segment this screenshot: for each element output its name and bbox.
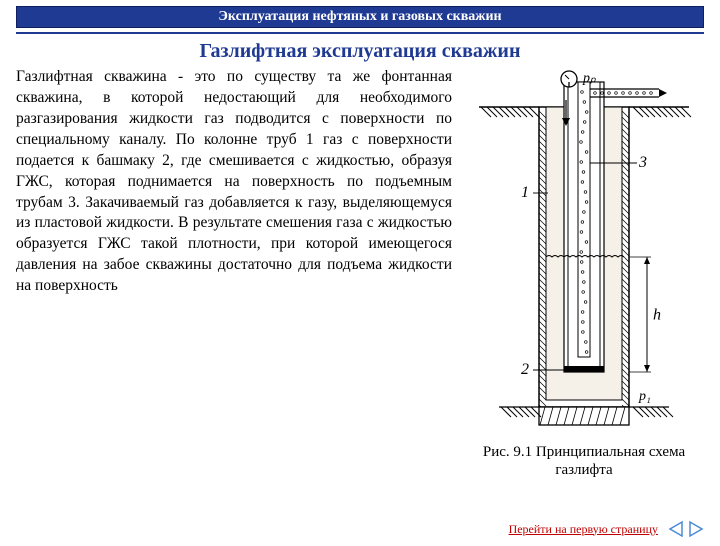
figure-column: 1 2 3 h pₚ p₁ Рис. 9.1 Принципиальная схема г… (464, 67, 704, 479)
header-underline (16, 32, 704, 34)
svg-text:1: 1 (521, 184, 529, 201)
gas-lift-diagram: 1 2 3 h pₚ p₁ (469, 67, 699, 437)
page-subtitle: Газлифтная эксплуатация скважин (0, 40, 720, 63)
svg-text:3: 3 (638, 154, 647, 171)
footer: Перейти на первую страницу (509, 520, 704, 538)
content-area: Газлифтная скважина - это по существу та… (0, 67, 720, 479)
svg-text:2: 2 (521, 361, 529, 378)
first-page-link[interactable]: Перейти на первую страницу (509, 522, 658, 537)
nav-arrows[interactable] (668, 520, 704, 538)
figure-caption: Рис. 9.1 Принципиальная схема газлифта (464, 443, 704, 479)
svg-text:p₁: p₁ (638, 389, 651, 404)
header-title: Эксплуатация нефтяных и газовых скважин (218, 9, 501, 25)
header-band: Эксплуатация нефтяных и газовых скважин (16, 6, 704, 28)
svg-text:h: h (653, 307, 661, 324)
svg-text:pₚ: pₚ (582, 71, 596, 86)
body-paragraph: Газлифтная скважина - это по существу та… (16, 67, 452, 479)
